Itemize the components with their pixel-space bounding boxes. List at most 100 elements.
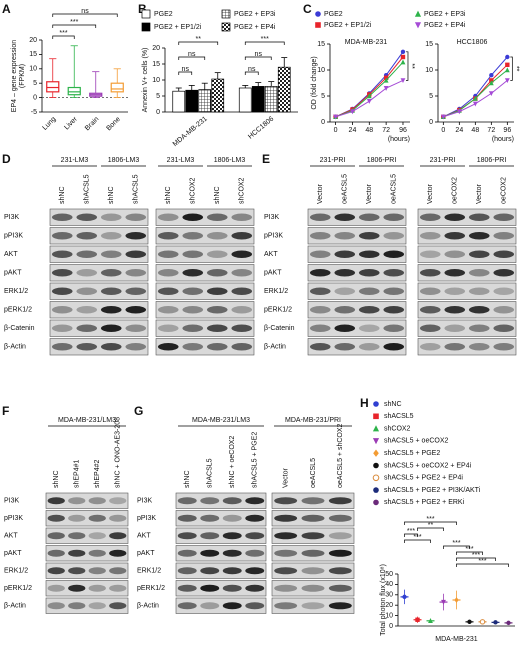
band <box>222 497 242 505</box>
band <box>419 269 441 277</box>
band <box>51 269 73 277</box>
band <box>274 584 298 592</box>
bar <box>172 90 186 113</box>
blot-strip <box>155 227 255 245</box>
marker <box>373 449 379 457</box>
legend-label: shNC <box>384 401 402 408</box>
lane-label: shNC <box>184 470 191 488</box>
blot-strip <box>175 562 267 579</box>
band <box>68 567 86 575</box>
y-tick-label: 10 <box>317 67 325 74</box>
band <box>301 602 325 610</box>
legend-label: shACSL5 <box>384 413 414 420</box>
row-label: PI3K <box>4 498 20 505</box>
band <box>334 250 356 258</box>
band <box>328 514 352 522</box>
band <box>231 213 253 221</box>
blot-header: MDA-MB-231/LM3 <box>58 417 116 424</box>
band <box>206 287 228 295</box>
marker <box>372 438 380 445</box>
significance-label: ** <box>428 522 434 529</box>
line <box>335 51 404 118</box>
marker <box>315 22 321 28</box>
lane-label: shACSL5 + PGE2 <box>252 432 259 488</box>
bar <box>198 89 212 113</box>
band <box>177 532 197 540</box>
band <box>419 213 441 221</box>
band <box>51 213 73 221</box>
band <box>419 343 441 351</box>
marker <box>488 80 494 86</box>
blot-strip <box>155 208 255 226</box>
x-axis-label: (hours) <box>388 136 410 143</box>
lane-label: Vector <box>427 183 434 204</box>
marker <box>505 54 510 60</box>
band <box>468 269 490 277</box>
y-tick-label: 20 <box>29 37 37 44</box>
band <box>68 549 86 557</box>
significance-label: *** <box>261 36 269 43</box>
significance-bracket <box>244 41 285 45</box>
band <box>444 269 466 277</box>
blot-header: 231-PRI <box>320 157 346 164</box>
x-tick-label: 0 <box>334 127 338 134</box>
band <box>200 514 220 522</box>
lane-label: Vector <box>366 183 373 204</box>
band <box>177 549 197 557</box>
marker <box>373 487 379 493</box>
band <box>206 213 228 221</box>
band <box>88 549 106 557</box>
band <box>157 250 179 258</box>
line <box>443 69 508 118</box>
y-axis-label: OD (fold change) <box>311 56 318 109</box>
lane-label: shNC <box>108 186 115 204</box>
band <box>493 250 515 258</box>
band <box>157 269 179 277</box>
band <box>419 306 441 314</box>
band <box>419 324 441 332</box>
lane-label: shNC + oeCOX2 <box>229 436 236 488</box>
blot-strip <box>417 264 517 282</box>
band <box>177 497 197 505</box>
band <box>274 549 298 557</box>
row-label: pPI3K <box>137 515 156 522</box>
band <box>245 549 265 557</box>
band <box>88 584 106 592</box>
significance-label: ns <box>255 51 263 58</box>
x-tick-label: 24 <box>349 127 357 134</box>
band <box>182 213 204 221</box>
band <box>301 514 325 522</box>
lane-label: oeCOX2 <box>501 177 508 204</box>
band <box>334 343 356 351</box>
band <box>444 213 466 221</box>
row-label: β-Actin <box>4 603 26 610</box>
panel-label: D <box>2 152 11 166</box>
panel-label: H <box>360 396 369 410</box>
band <box>51 306 73 314</box>
blot-strip <box>307 301 407 319</box>
blot-strip <box>45 527 129 544</box>
blot-header: 231-LM3 <box>167 157 195 164</box>
box <box>110 82 124 93</box>
panel-label: G <box>134 404 143 418</box>
blot-strip <box>417 319 517 337</box>
significance-bracket <box>510 56 513 81</box>
band <box>157 306 179 314</box>
legend-label: PGE2 + EP1/2i <box>324 22 372 29</box>
band <box>47 497 65 505</box>
legend-swatch <box>221 9 231 19</box>
row-label: PI3K <box>264 214 280 221</box>
y-tick-label: 5 <box>156 93 160 100</box>
blot-strip <box>155 338 255 356</box>
band <box>301 532 325 540</box>
row-label: pERK1/2 <box>4 585 32 592</box>
band <box>125 306 147 314</box>
band <box>468 232 490 240</box>
row-label: ERK1/2 <box>137 568 161 575</box>
significance-label: *** <box>407 528 415 535</box>
band <box>493 269 515 277</box>
blot-strip <box>49 227 149 245</box>
band <box>383 287 405 295</box>
row-label: ERK1/2 <box>4 568 28 575</box>
lane-label: shACSL5 <box>84 174 91 204</box>
